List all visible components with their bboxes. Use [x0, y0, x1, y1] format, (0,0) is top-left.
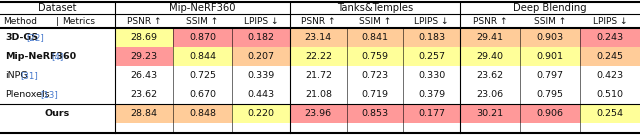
Text: PSNR ↑: PSNR ↑	[127, 16, 161, 26]
Bar	[232, 104, 290, 123]
Text: PSNR ↑: PSNR ↑	[301, 16, 335, 26]
Text: LPIPS ↓: LPIPS ↓	[593, 16, 627, 26]
Text: 0.182: 0.182	[247, 33, 275, 42]
Bar	[232, 28, 290, 47]
Bar	[403, 47, 460, 66]
Bar	[403, 104, 460, 123]
Text: 29.23: 29.23	[131, 52, 157, 61]
Bar	[290, 104, 347, 123]
Text: [13]: [13]	[40, 90, 58, 99]
Bar	[520, 47, 580, 66]
Text: Mip-NeRF360: Mip-NeRF360	[5, 52, 76, 61]
Bar	[460, 28, 520, 47]
Text: 0.853: 0.853	[362, 109, 388, 118]
Bar	[580, 104, 640, 123]
Text: 0.510: 0.510	[596, 90, 623, 99]
Bar	[347, 47, 403, 66]
Bar	[290, 28, 347, 47]
Text: Dataset: Dataset	[38, 3, 77, 13]
Text: 21.72: 21.72	[305, 71, 332, 80]
Text: 0.759: 0.759	[362, 52, 388, 61]
Text: SSIM ↑: SSIM ↑	[534, 16, 566, 26]
Text: |: |	[56, 16, 58, 26]
Bar	[520, 28, 580, 47]
Bar	[232, 47, 290, 66]
Text: 0.725: 0.725	[189, 71, 216, 80]
Bar	[403, 28, 460, 47]
Text: Deep Blending: Deep Blending	[513, 3, 587, 13]
Text: Mip-NeRF360: Mip-NeRF360	[169, 3, 236, 13]
Text: 0.177: 0.177	[418, 109, 445, 118]
Text: LPIPS ↓: LPIPS ↓	[415, 16, 449, 26]
Text: 0.207: 0.207	[247, 52, 275, 61]
Text: iNPG: iNPG	[5, 71, 28, 80]
Text: 0.379: 0.379	[418, 90, 445, 99]
Text: 28.84: 28.84	[131, 109, 157, 118]
Text: 0.906: 0.906	[536, 109, 563, 118]
Text: Plenoxels: Plenoxels	[5, 90, 50, 99]
Text: LPIPS ↓: LPIPS ↓	[244, 16, 278, 26]
Text: Metrics: Metrics	[62, 16, 95, 26]
Text: 0.719: 0.719	[362, 90, 388, 99]
Text: 23.06: 23.06	[476, 90, 504, 99]
Bar	[115, 47, 173, 66]
Text: [31]: [31]	[20, 71, 38, 80]
Text: Ours: Ours	[45, 109, 70, 118]
Bar	[115, 104, 173, 123]
Text: 0.220: 0.220	[247, 109, 275, 118]
Text: 0.848: 0.848	[189, 109, 216, 118]
Text: 23.96: 23.96	[305, 109, 332, 118]
Bar	[580, 47, 640, 66]
Bar	[290, 47, 347, 66]
Text: 23.62: 23.62	[476, 71, 504, 80]
Text: 3D-GS: 3D-GS	[5, 33, 38, 42]
Text: 23.14: 23.14	[305, 33, 332, 42]
Text: 0.254: 0.254	[596, 109, 623, 118]
Bar	[347, 104, 403, 123]
Text: 0.243: 0.243	[596, 33, 623, 42]
Text: 0.844: 0.844	[189, 52, 216, 61]
Text: 0.901: 0.901	[536, 52, 563, 61]
Text: 0.670: 0.670	[189, 90, 216, 99]
Text: 0.723: 0.723	[362, 71, 388, 80]
Text: SSIM ↑: SSIM ↑	[186, 16, 219, 26]
Bar	[580, 28, 640, 47]
Bar	[115, 28, 173, 47]
Bar	[520, 104, 580, 123]
Text: 29.41: 29.41	[477, 33, 504, 42]
Text: 0.183: 0.183	[418, 33, 445, 42]
Text: 0.339: 0.339	[247, 71, 275, 80]
Text: 22.22: 22.22	[305, 52, 332, 61]
Text: 29.40: 29.40	[477, 52, 504, 61]
Text: Method: Method	[3, 16, 37, 26]
Text: 23.62: 23.62	[131, 90, 157, 99]
Text: 0.797: 0.797	[536, 71, 563, 80]
Text: [4]: [4]	[51, 52, 63, 61]
Text: 21.08: 21.08	[305, 90, 332, 99]
Text: [22]: [22]	[26, 33, 44, 42]
Text: PSNR ↑: PSNR ↑	[473, 16, 508, 26]
Text: 0.245: 0.245	[596, 52, 623, 61]
Text: 0.795: 0.795	[536, 90, 563, 99]
Text: 30.21: 30.21	[476, 109, 504, 118]
Bar	[460, 104, 520, 123]
Text: 0.870: 0.870	[189, 33, 216, 42]
Text: 0.423: 0.423	[596, 71, 623, 80]
Bar	[347, 28, 403, 47]
Text: 26.43: 26.43	[131, 71, 157, 80]
Bar	[173, 28, 232, 47]
Bar	[173, 47, 232, 66]
Text: 0.257: 0.257	[418, 52, 445, 61]
Text: 0.443: 0.443	[247, 90, 275, 99]
Text: 0.330: 0.330	[418, 71, 445, 80]
Text: 28.69: 28.69	[131, 33, 157, 42]
Text: 0.841: 0.841	[362, 33, 388, 42]
Bar	[460, 47, 520, 66]
Bar	[173, 104, 232, 123]
Text: 0.903: 0.903	[536, 33, 564, 42]
Text: SSIM ↑: SSIM ↑	[359, 16, 391, 26]
Text: Tanks&Temples: Tanks&Temples	[337, 3, 413, 13]
